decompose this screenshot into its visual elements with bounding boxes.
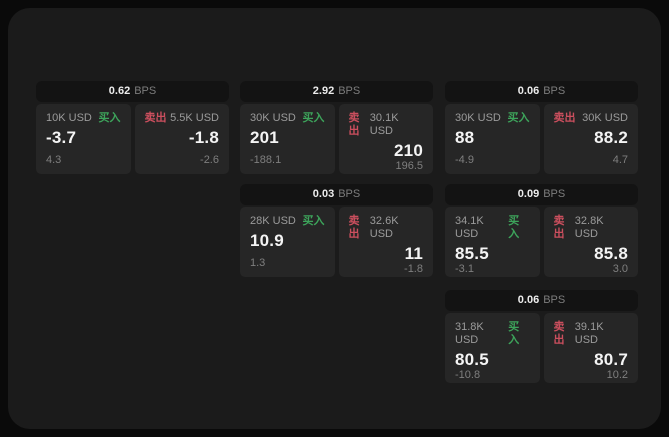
bps-unit-label: BPS bbox=[338, 85, 361, 97]
buy-change: 4.3 bbox=[46, 154, 62, 166]
buy-change: 1.3 bbox=[250, 257, 266, 269]
bps-unit-label: BPS bbox=[338, 188, 361, 200]
sell-side-label: 卖出 bbox=[348, 112, 360, 137]
sell-tile[interactable]: 卖出 32.8K USD 85.8 3.0 bbox=[543, 207, 638, 277]
sell-change: 10.2 bbox=[606, 369, 628, 381]
sell-tile[interactable]: 卖出 39.1K USD 80.7 10.2 bbox=[543, 313, 638, 383]
sell-tile[interactable]: 卖出 32.6K USD 11 -1.8 bbox=[338, 207, 433, 277]
bps-value: 0.06 bbox=[517, 85, 540, 97]
sell-side-label: 卖出 bbox=[348, 215, 360, 240]
buy-price: 88 bbox=[455, 128, 475, 147]
sell-side-label: 卖出 bbox=[553, 321, 565, 346]
sell-change: 196.5 bbox=[395, 160, 423, 172]
buy-side-label: 买入 bbox=[302, 215, 325, 227]
sell-price: 80.7 bbox=[594, 350, 628, 369]
quote-card: 0.06 BPS 31.8K USD 买入 80.5 -10.8 卖出 39.1… bbox=[445, 290, 638, 383]
sell-amount: 30.1K USD bbox=[369, 112, 399, 137]
sell-price: -1.8 bbox=[188, 128, 219, 147]
card-header: 2.92 BPS bbox=[240, 81, 433, 102]
quote-card: 0.09 BPS 34.1K USD 买入 85.5 -3.1 卖出 32.8K… bbox=[445, 184, 638, 277]
buy-amount: 30K USD bbox=[250, 112, 296, 124]
sell-amount: 5.5K USD bbox=[170, 112, 219, 124]
sell-amount: 30K USD bbox=[582, 112, 628, 124]
buy-change: -188.1 bbox=[250, 154, 282, 166]
buy-change: -10.8 bbox=[455, 369, 481, 381]
buy-tile[interactable]: 10K USD 买入 -3.7 4.3 bbox=[36, 104, 131, 174]
quote-card: 2.92 BPS 30K USD 买入 201 -188.1 卖出 30.1K … bbox=[240, 81, 433, 174]
buy-side-label: 买入 bbox=[508, 215, 520, 240]
buy-tile[interactable]: 34.1K USD 买入 85.5 -3.1 bbox=[445, 207, 540, 277]
bps-unit-label: BPS bbox=[134, 85, 157, 97]
buy-price: 201 bbox=[250, 128, 279, 147]
sell-price: 85.8 bbox=[594, 244, 628, 263]
bps-value: 0.62 bbox=[108, 85, 131, 97]
card-header: 0.62 BPS bbox=[36, 81, 229, 102]
buy-side-label: 买入 bbox=[98, 112, 121, 124]
sell-side-label: 卖出 bbox=[144, 112, 167, 124]
sell-change: 4.7 bbox=[612, 154, 628, 166]
quote-card: 0.62 BPS 10K USD 买入 -3.7 4.3 卖出 5.5K USD… bbox=[36, 81, 229, 174]
buy-amount: 31.8K USD bbox=[455, 321, 484, 346]
sell-amount: 32.6K USD bbox=[369, 215, 399, 240]
buy-amount: 34.1K USD bbox=[455, 215, 484, 240]
buy-amount: 30K USD bbox=[455, 112, 501, 124]
bps-value: 0.09 bbox=[517, 188, 540, 200]
bps-unit-label: BPS bbox=[543, 85, 566, 97]
main-panel: 0.62 BPS 10K USD 买入 -3.7 4.3 卖出 5.5K USD… bbox=[8, 8, 661, 429]
sell-change: -1.8 bbox=[404, 263, 423, 275]
sell-price: 88.2 bbox=[594, 128, 628, 147]
buy-price: 85.5 bbox=[455, 244, 489, 263]
sell-side-label: 卖出 bbox=[553, 215, 565, 240]
sell-tile[interactable]: 卖出 30K USD 88.2 4.7 bbox=[543, 104, 638, 174]
sell-side-label: 卖出 bbox=[553, 112, 576, 124]
sell-change: -2.6 bbox=[200, 154, 219, 166]
bps-value: 2.92 bbox=[312, 85, 335, 97]
card-header: 0.06 BPS bbox=[445, 290, 638, 311]
bps-unit-label: BPS bbox=[543, 294, 566, 306]
bps-unit-label: BPS bbox=[543, 188, 566, 200]
buy-price: -3.7 bbox=[46, 128, 77, 147]
buy-price: 10.9 bbox=[250, 231, 284, 250]
buy-side-label: 买入 bbox=[507, 112, 530, 124]
sell-tile[interactable]: 卖出 5.5K USD -1.8 -2.6 bbox=[134, 104, 229, 174]
buy-tile[interactable]: 28K USD 买入 10.9 1.3 bbox=[240, 207, 335, 277]
buy-side-label: 买入 bbox=[302, 112, 325, 124]
buy-tile[interactable]: 30K USD 买入 88 -4.9 bbox=[445, 104, 540, 174]
buy-price: 80.5 bbox=[455, 350, 489, 369]
sell-amount: 39.1K USD bbox=[574, 321, 604, 346]
bps-value: 0.03 bbox=[312, 188, 335, 200]
buy-tile[interactable]: 30K USD 买入 201 -188.1 bbox=[240, 104, 335, 174]
sell-amount: 32.8K USD bbox=[574, 215, 604, 240]
buy-amount: 10K USD bbox=[46, 112, 92, 124]
sell-change: 3.0 bbox=[612, 263, 628, 275]
buy-change: -4.9 bbox=[455, 154, 474, 166]
buy-change: -3.1 bbox=[455, 263, 474, 275]
buy-tile[interactable]: 31.8K USD 买入 80.5 -10.8 bbox=[445, 313, 540, 383]
sell-tile[interactable]: 卖出 30.1K USD 210 196.5 bbox=[338, 104, 433, 174]
card-header: 0.09 BPS bbox=[445, 184, 638, 205]
bps-value: 0.06 bbox=[517, 294, 540, 306]
card-header: 0.03 BPS bbox=[240, 184, 433, 205]
quote-card: 0.03 BPS 28K USD 买入 10.9 1.3 卖出 32.6K US… bbox=[240, 184, 433, 277]
sell-price: 210 bbox=[394, 141, 423, 160]
buy-amount: 28K USD bbox=[250, 215, 296, 227]
buy-side-label: 买入 bbox=[508, 321, 520, 346]
quote-card: 0.06 BPS 30K USD 买入 88 -4.9 卖出 30K USD 8… bbox=[445, 81, 638, 174]
card-header: 0.06 BPS bbox=[445, 81, 638, 102]
sell-price: 11 bbox=[404, 244, 423, 263]
